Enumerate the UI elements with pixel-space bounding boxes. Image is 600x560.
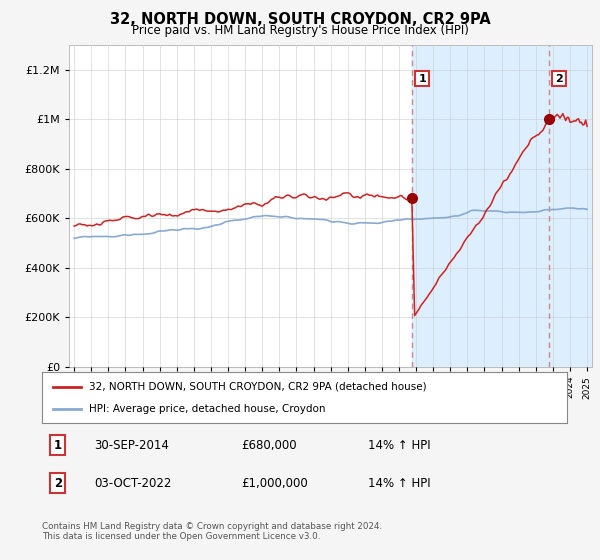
- Bar: [412, 45, 600, 367]
- Text: 2: 2: [53, 477, 62, 489]
- Text: 14% ↑ HPI: 14% ↑ HPI: [367, 477, 430, 489]
- Text: £1,000,000: £1,000,000: [241, 477, 308, 489]
- Text: 2: 2: [555, 73, 563, 83]
- Text: £680,000: £680,000: [241, 438, 297, 452]
- Text: HPI: Average price, detached house, Croydon: HPI: Average price, detached house, Croy…: [89, 404, 326, 414]
- Text: 32, NORTH DOWN, SOUTH CROYDON, CR2 9PA (detached house): 32, NORTH DOWN, SOUTH CROYDON, CR2 9PA (…: [89, 381, 427, 391]
- Text: 14% ↑ HPI: 14% ↑ HPI: [367, 438, 430, 452]
- Text: 30-SEP-2014: 30-SEP-2014: [95, 438, 169, 452]
- Text: 32, NORTH DOWN, SOUTH CROYDON, CR2 9PA: 32, NORTH DOWN, SOUTH CROYDON, CR2 9PA: [110, 12, 490, 27]
- Text: 03-OCT-2022: 03-OCT-2022: [95, 477, 172, 489]
- Text: Price paid vs. HM Land Registry's House Price Index (HPI): Price paid vs. HM Land Registry's House …: [131, 24, 469, 36]
- Text: 1: 1: [53, 438, 62, 452]
- Text: Contains HM Land Registry data © Crown copyright and database right 2024.
This d: Contains HM Land Registry data © Crown c…: [42, 522, 382, 542]
- Text: 1: 1: [418, 73, 426, 83]
